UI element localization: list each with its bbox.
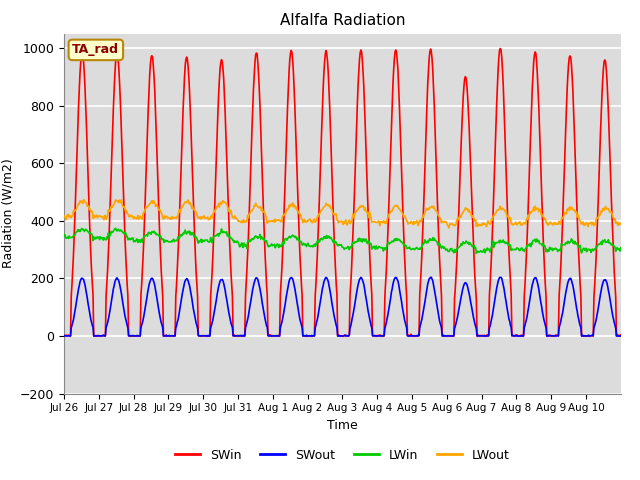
Title: Alfalfa Radiation: Alfalfa Radiation: [280, 13, 405, 28]
Y-axis label: Radiation (W/m2): Radiation (W/m2): [1, 159, 14, 268]
X-axis label: Time: Time: [327, 419, 358, 432]
Legend: SWin, SWout, LWin, LWout: SWin, SWout, LWin, LWout: [170, 444, 515, 467]
Text: TA_rad: TA_rad: [72, 43, 119, 56]
